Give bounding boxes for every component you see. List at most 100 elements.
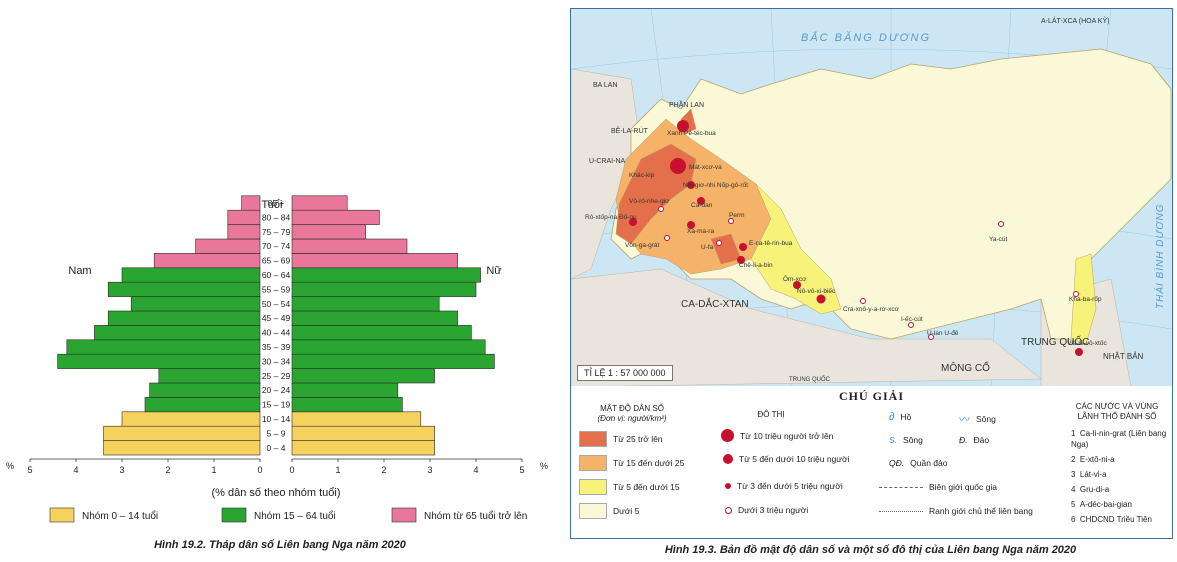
samara-label: Xa-ma-ra [687,228,714,235]
border-subject-line [879,510,923,512]
legend-title: CHÚ GIẢI [838,389,904,403]
bar-male-10 [130,296,261,312]
river-abbr: S. [889,435,898,445]
age-label-4: 20 – 24 [262,385,291,395]
age-label-16: 80 – 84 [262,212,291,222]
river-abbr-label: Sông [903,435,923,445]
density-label-3: Từ 5 đến dưới 15 [613,482,680,492]
bar-female-6 [291,353,495,369]
x-tick-label-11: 5 [519,465,524,475]
x-tick-label-0: 5 [27,465,32,475]
density-label-4: Dưới 5 [613,506,640,516]
city-dot-1 [721,429,734,442]
country-num-1: 1 [1071,429,1076,438]
age-label-6: 30 – 34 [262,356,291,366]
border-national-item: Biên giới quốc gia [879,482,997,492]
lake-icon: ∂ [889,411,895,423]
border-subject-item: Ranh giới chủ thể liên bang [879,506,1033,516]
bar-female-1 [291,425,435,441]
kharkiv-label: Khác-kip [629,172,655,179]
density-label-2: Từ 15 đến dưới 25 [613,458,685,468]
city-dot-4 [725,506,732,514]
city-rostov-marker [629,218,637,226]
density-item-4: Dưới 5 [579,503,639,519]
island-label: Đảo [973,435,990,445]
archipelago-item: QĐ. Quần đảo [889,458,947,468]
perm-label: Perm [729,212,745,219]
age-label-0: 0 – 4 [267,443,286,453]
age-label-2: 10 – 14 [262,414,291,424]
yakutsk-label: Ya-cút [989,236,1007,243]
age-label-8: 40 – 44 [262,328,291,338]
rostov-label: Rô-xtốp-na Đô-nu [585,212,637,221]
legend-swatch-2 [391,507,417,523]
city-khabarovsk-marker [1073,291,1079,297]
stpetersburg-label: Xanh Pê-téc-bua [667,130,716,137]
belarus-label: BÊ-LA-RÚT [611,126,649,135]
x-tick-label-2: 3 [119,465,124,475]
bar-female-7 [291,339,486,355]
bar-male-6 [57,353,261,369]
bar-female-3 [291,397,403,413]
density-item-1: Từ 25 trở lên [579,431,663,447]
density-item-3: Từ 5 đến dưới 15 [579,479,680,495]
bar-female-16 [291,209,380,225]
novosibirsk-label: Nô-vô-xi-biếc [797,286,836,295]
x-tick-label-4: 1 [211,465,216,475]
legend-label-0: Nhóm 0 – 14 tuổi [82,510,158,522]
city-legend-head: ĐÔ THỊ [757,410,785,419]
density-label-1: Từ 25 trở lên [613,434,663,444]
bar-male-1 [103,425,261,441]
city-chelyabinsk-marker [737,256,745,264]
city-vladivostok-marker [1075,348,1083,356]
age-label-13: 65 – 69 [262,256,291,266]
country-item-1: 1 Ca-li-nin-grat (Liên bang Nga) [1071,428,1169,450]
japan-label: NHẬT BẢN [1103,352,1144,361]
poland-label: BA LAN [593,82,618,89]
chelyabinsk-label: Chê-li-a-bin [739,262,773,269]
density-swatch-3 [579,479,607,495]
vladivostok-label: Vla-đi-vô-xtốc [1067,338,1107,347]
age-label-7: 35 – 39 [262,342,291,352]
city-omsk-marker [793,281,801,289]
age-label-9: 45 – 49 [262,313,291,323]
city-markers [629,120,1083,356]
city-kazan-marker [697,197,705,205]
bar-male-7 [66,339,261,355]
lake-symbol-item: ∂ Hồ [889,411,911,423]
bar-male-0 [103,440,261,456]
mongolia-label: MÔNG CỔ [941,361,990,374]
bar-female-8 [291,325,472,341]
density-head-text: MẬT ĐỘ DÂN SỐ [600,404,664,413]
map-legend: CHÚ GIẢI MẬT ĐỘ DÂN SỐ (Đơn vị: người/km… [570,386,1173,539]
omsk-label: Ôm-xcơ [783,274,807,283]
country-name-3: Lát-vi-a [1079,470,1107,479]
bar-female-11 [291,281,477,297]
bar-male-14 [195,238,261,254]
pyramid-bars [57,195,495,456]
voronezh-label: Vô-rô-nhe-giơ [629,198,670,205]
age-label-15: 75 – 79 [262,227,291,237]
irkutsk-label: I-ếc-cút [901,314,923,323]
china-small-label: TRUNG QUỐC [789,376,831,383]
kazakhstan-label: CA-DẮC-XTAN [681,297,749,310]
bar-male-12 [121,267,261,283]
map-canvas: BẮC BĂNG DƯƠNG THÁI BÌNH DƯƠNG A-LÁT-XCA… [571,9,1172,387]
y-axis-title: Tuổi [262,199,283,211]
archipelago-abbr: QĐ. [889,458,905,468]
kazan-label: Ca-dan [691,202,713,209]
age-label-17: 85 + [268,198,285,208]
x-unit-left: % [6,461,14,471]
right-group-label: Nữ [486,265,502,277]
city-dot-3 [725,483,731,489]
city-perm-marker [728,218,734,224]
country-item-3: 3 Lát-vi-a [1071,469,1169,480]
lake-label: Hồ [900,412,912,422]
density-item-2: Từ 15 đến dưới 25 [579,455,684,471]
country-num-2: 2 [1071,455,1076,464]
pacific-ocean-label: THÁI BÌNH DƯƠNG [1153,204,1166,310]
bar-male-4 [149,382,261,398]
city-samara-marker [687,221,695,229]
bar-male-15 [227,224,261,240]
island-abbr-item: Đ. Đảo [959,435,989,445]
